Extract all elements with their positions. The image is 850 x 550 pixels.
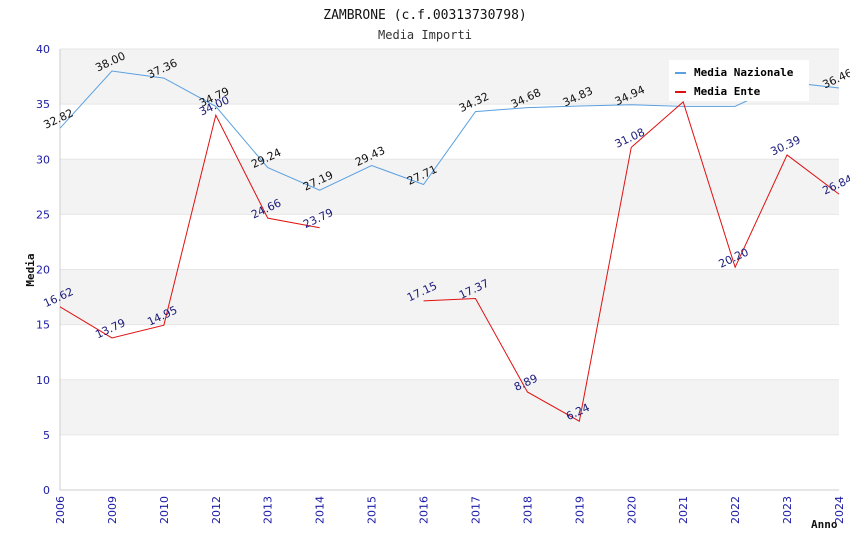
x-tick-label: 2021 <box>677 496 690 524</box>
y-tick-label: 25 <box>36 208 50 221</box>
x-tick-label: 2024 <box>833 496 846 524</box>
x-tick-label: 2020 <box>625 496 638 524</box>
plot-background-bands <box>60 49 839 490</box>
x-tick-label: 2016 <box>418 496 431 524</box>
y-tick-label: 0 <box>43 484 50 497</box>
series-line-media-nazionale <box>59 70 840 191</box>
band <box>60 379 839 435</box>
x-tick-label: 2012 <box>210 496 223 524</box>
x-tick-labels: 2006 2009 2010 2012 2013 2014 2015 2016 2017 2018… <box>54 496 846 524</box>
chart-subtitle: Media Importi <box>378 28 472 42</box>
chart-title: ZAMBRONE (c.f.00313730798) <box>323 8 527 23</box>
legend: Media Nazionale Media Ente <box>669 60 809 101</box>
y-tick-label: 10 <box>36 374 50 387</box>
band <box>60 269 839 325</box>
y-tick-label: 40 <box>36 43 50 56</box>
x-tick-label: 2006 <box>54 496 67 524</box>
x-tick-label: 2017 <box>469 496 482 524</box>
x-tick-label: 2019 <box>573 496 586 524</box>
y-tick-label: 30 <box>36 153 50 166</box>
x-tick-label: 2010 <box>158 496 171 524</box>
x-tick-label: 2013 <box>262 496 275 524</box>
legend-label-naz: Media Nazionale <box>694 66 794 79</box>
x-tick-label: 2015 <box>366 496 379 524</box>
y-tick-label: 20 <box>36 264 50 277</box>
band <box>60 324 839 380</box>
band <box>60 104 839 160</box>
x-axis-label: Anno <box>811 518 838 531</box>
y-tick-label: 35 <box>36 98 50 111</box>
x-tick-label: 2009 <box>106 496 119 524</box>
legend-label-ente: Media Ente <box>694 85 761 98</box>
band <box>60 214 839 270</box>
x-tick-label: 2023 <box>781 496 794 524</box>
band <box>60 434 839 490</box>
x-tick-label: 2018 <box>521 496 534 524</box>
y-axis-label: Media <box>24 253 37 286</box>
y-tick-label: 15 <box>36 319 50 332</box>
y-tick-label: 5 <box>43 429 50 442</box>
series-layer <box>59 70 840 422</box>
x-tick-label: 2022 <box>729 496 742 524</box>
series-line-media-ente <box>59 113 320 339</box>
band <box>60 159 839 215</box>
x-tick-label: 2014 <box>314 496 327 524</box>
legend-box <box>669 60 809 101</box>
series-line-media-ente <box>423 101 840 422</box>
y-tick-labels: 0 5 10 15 20 25 30 35 40 <box>36 43 50 497</box>
